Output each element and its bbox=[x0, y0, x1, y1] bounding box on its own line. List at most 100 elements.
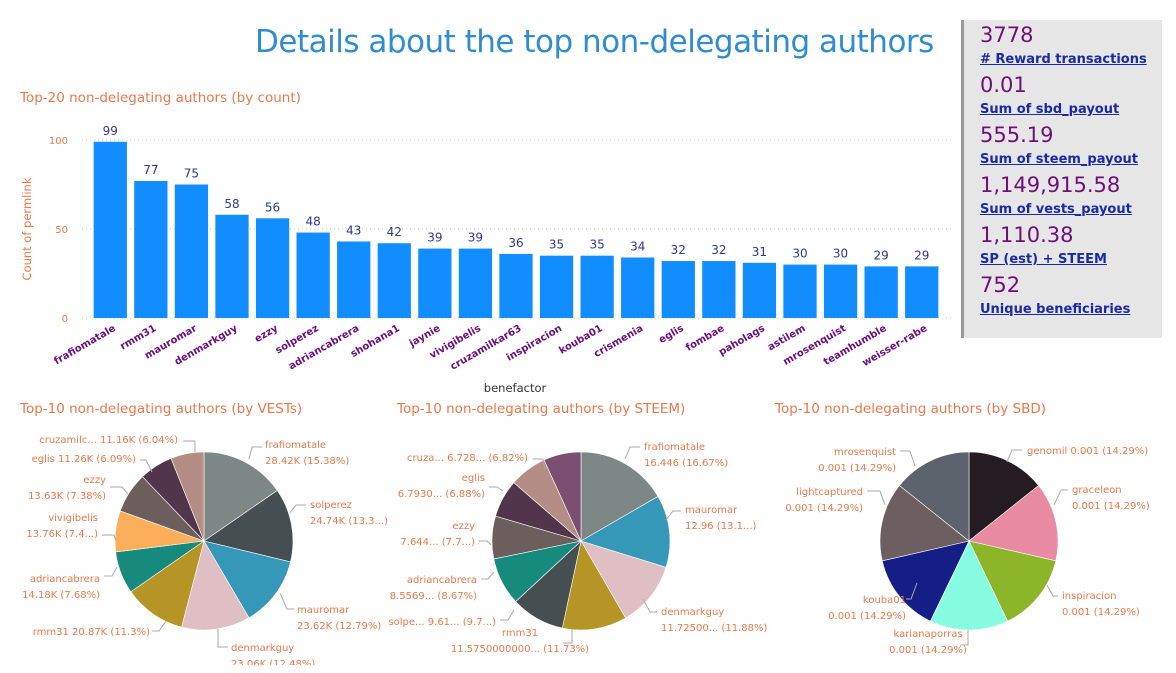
data-label: 56 bbox=[265, 200, 280, 214]
slice-label: solperez bbox=[310, 500, 352, 511]
data-label: 77 bbox=[143, 163, 158, 177]
leader-line bbox=[104, 566, 118, 577]
kpi-unique-beneficiaries: 752 Unique beneficiaries bbox=[980, 272, 1162, 318]
slice-value-label: 12.96 (13.1...) bbox=[685, 521, 757, 532]
data-label: 75 bbox=[184, 167, 199, 181]
pie-slice bbox=[203, 490, 294, 563]
x-axis-label: benefactor bbox=[484, 381, 547, 395]
bar bbox=[742, 262, 777, 318]
leader-line bbox=[867, 490, 886, 506]
slice-label: frafiomatale bbox=[265, 440, 326, 451]
pie-slice bbox=[968, 540, 1057, 622]
slice-label: cruzamilc... 11.16K (6.04%) bbox=[39, 435, 178, 446]
y-axis-label: Count of permlink bbox=[20, 177, 34, 280]
slice-value-label: 7.644... (7.7...) bbox=[400, 537, 475, 548]
slice-value-label: 11.5750000000... (11.73%) bbox=[451, 644, 589, 655]
kpi-label-link[interactable]: Sum of steem_payout bbox=[980, 152, 1138, 167]
category-label: frafiomatale bbox=[52, 323, 118, 367]
slice-value-label: 23.62K (12.79%) bbox=[297, 621, 381, 632]
leader-line bbox=[217, 629, 228, 648]
category-label: cruzamilkar63 bbox=[449, 323, 524, 373]
pie-slice bbox=[561, 540, 626, 631]
steem-pie-title: Top-10 non-delegating authors (by STEEM) bbox=[397, 401, 686, 417]
pie-slice bbox=[203, 451, 278, 542]
sbd-pie-title: Top-10 non-delegating authors (by SBD) bbox=[775, 401, 1047, 417]
data-label: 43 bbox=[346, 223, 361, 237]
y-tick-label: 0 bbox=[62, 314, 68, 325]
slice-value-label: 13.76K (7.4...) bbox=[26, 529, 98, 540]
kpi-label-link[interactable]: # Reward transactions bbox=[980, 52, 1147, 67]
bar bbox=[702, 261, 736, 318]
pie-slice bbox=[130, 540, 205, 628]
pie-slice bbox=[580, 496, 671, 568]
data-label: 29 bbox=[874, 248, 889, 262]
slice-label: denmarkguy bbox=[661, 607, 724, 618]
pie-slice bbox=[881, 540, 970, 622]
data-label: 58 bbox=[224, 197, 239, 211]
leader-line bbox=[279, 592, 294, 610]
data-label: 31 bbox=[752, 245, 767, 259]
slice-value-label: 6.7930... (6.88%) bbox=[398, 489, 485, 500]
leader-line bbox=[906, 582, 918, 600]
slice-label: adriancabrera bbox=[407, 575, 477, 586]
data-label: 32 bbox=[711, 243, 726, 257]
category-label: ezzy bbox=[253, 323, 281, 345]
slice-value-label: 0.001 (14.29%) bbox=[889, 645, 967, 656]
pie-slice bbox=[898, 451, 970, 542]
data-label: 30 bbox=[792, 247, 807, 261]
sbd-pie-chart: genomil 0.001 (14.29%) graceleon 0.001 (14… bbox=[785, 446, 1150, 656]
kpi-value: 1,149,915.58 bbox=[980, 173, 1121, 197]
bar bbox=[255, 218, 290, 318]
bar bbox=[418, 248, 452, 318]
leader-line bbox=[642, 598, 657, 613]
category-label: eglis bbox=[657, 323, 686, 346]
bar-chart-title: Top-20 non-delegating authors (by count) bbox=[20, 90, 301, 106]
leader-line bbox=[960, 630, 969, 646]
slice-value-label: 23.06K (12.48%) bbox=[231, 659, 315, 665]
leader-line bbox=[152, 620, 167, 632]
slice-label: solpe... 9.61... (9.7...) bbox=[388, 617, 496, 628]
leader-line bbox=[624, 446, 640, 460]
kpi-label-link[interactable]: Unique beneficiaries bbox=[980, 302, 1131, 317]
kpi-steem-payout: 555.19 Sum of steem_payout bbox=[980, 122, 1162, 168]
slice-label: mauromar bbox=[685, 505, 738, 516]
y-tick-label: 50 bbox=[55, 225, 68, 236]
data-label: 48 bbox=[306, 215, 321, 229]
kpi-label-link[interactable]: SP (est) + STEEM bbox=[980, 252, 1107, 267]
leader-line bbox=[481, 571, 495, 580]
slice-label: adriancabrera bbox=[30, 574, 100, 585]
leader-line bbox=[248, 446, 262, 460]
slice-label: eglis 11.26K (6.09%) bbox=[32, 454, 136, 465]
bar bbox=[539, 255, 574, 318]
vests-pie-title: Top-10 non-delegating authors (by VESTs) bbox=[20, 401, 303, 417]
data-label: 39 bbox=[427, 231, 442, 245]
bar bbox=[661, 261, 695, 318]
bar bbox=[580, 255, 614, 318]
bar bbox=[174, 184, 209, 318]
kpi-panel: 3778 # Reward transactions 0.01 Sum of s… bbox=[961, 20, 1162, 338]
data-label: 36 bbox=[508, 236, 523, 250]
leader-line bbox=[289, 504, 306, 514]
slice-value-label: 0.001 (14.29%) bbox=[1062, 607, 1140, 618]
slice-value-label: 16.446 (16.67%) bbox=[644, 458, 728, 469]
kpi-value: 1,110.38 bbox=[980, 223, 1074, 247]
slice-label: lightcaptured bbox=[796, 487, 863, 498]
leader-line bbox=[479, 540, 492, 546]
data-label: 29 bbox=[914, 248, 929, 262]
data-label: 99 bbox=[103, 124, 118, 138]
pie-slice bbox=[580, 451, 659, 542]
slice-value-label: 8.5569... (8.67%) bbox=[390, 591, 477, 602]
kpi-label-link[interactable]: Sum of vests_payout bbox=[980, 202, 1132, 217]
pie-slice bbox=[879, 485, 970, 562]
pie-slice bbox=[170, 451, 205, 542]
pie-slice bbox=[203, 540, 291, 619]
leader-line bbox=[102, 534, 117, 542]
slice-value-label: 11.72500... (11.88%) bbox=[661, 623, 767, 634]
bar bbox=[337, 241, 371, 318]
slice-value-label: 0.001 (14.29%) bbox=[1072, 501, 1150, 512]
bar bbox=[783, 264, 817, 318]
kpi-label-link[interactable]: Sum of sbd_payout bbox=[980, 102, 1120, 117]
pie-slice bbox=[543, 451, 582, 542]
pie-slice bbox=[929, 540, 1009, 631]
data-label: 34 bbox=[630, 239, 645, 253]
